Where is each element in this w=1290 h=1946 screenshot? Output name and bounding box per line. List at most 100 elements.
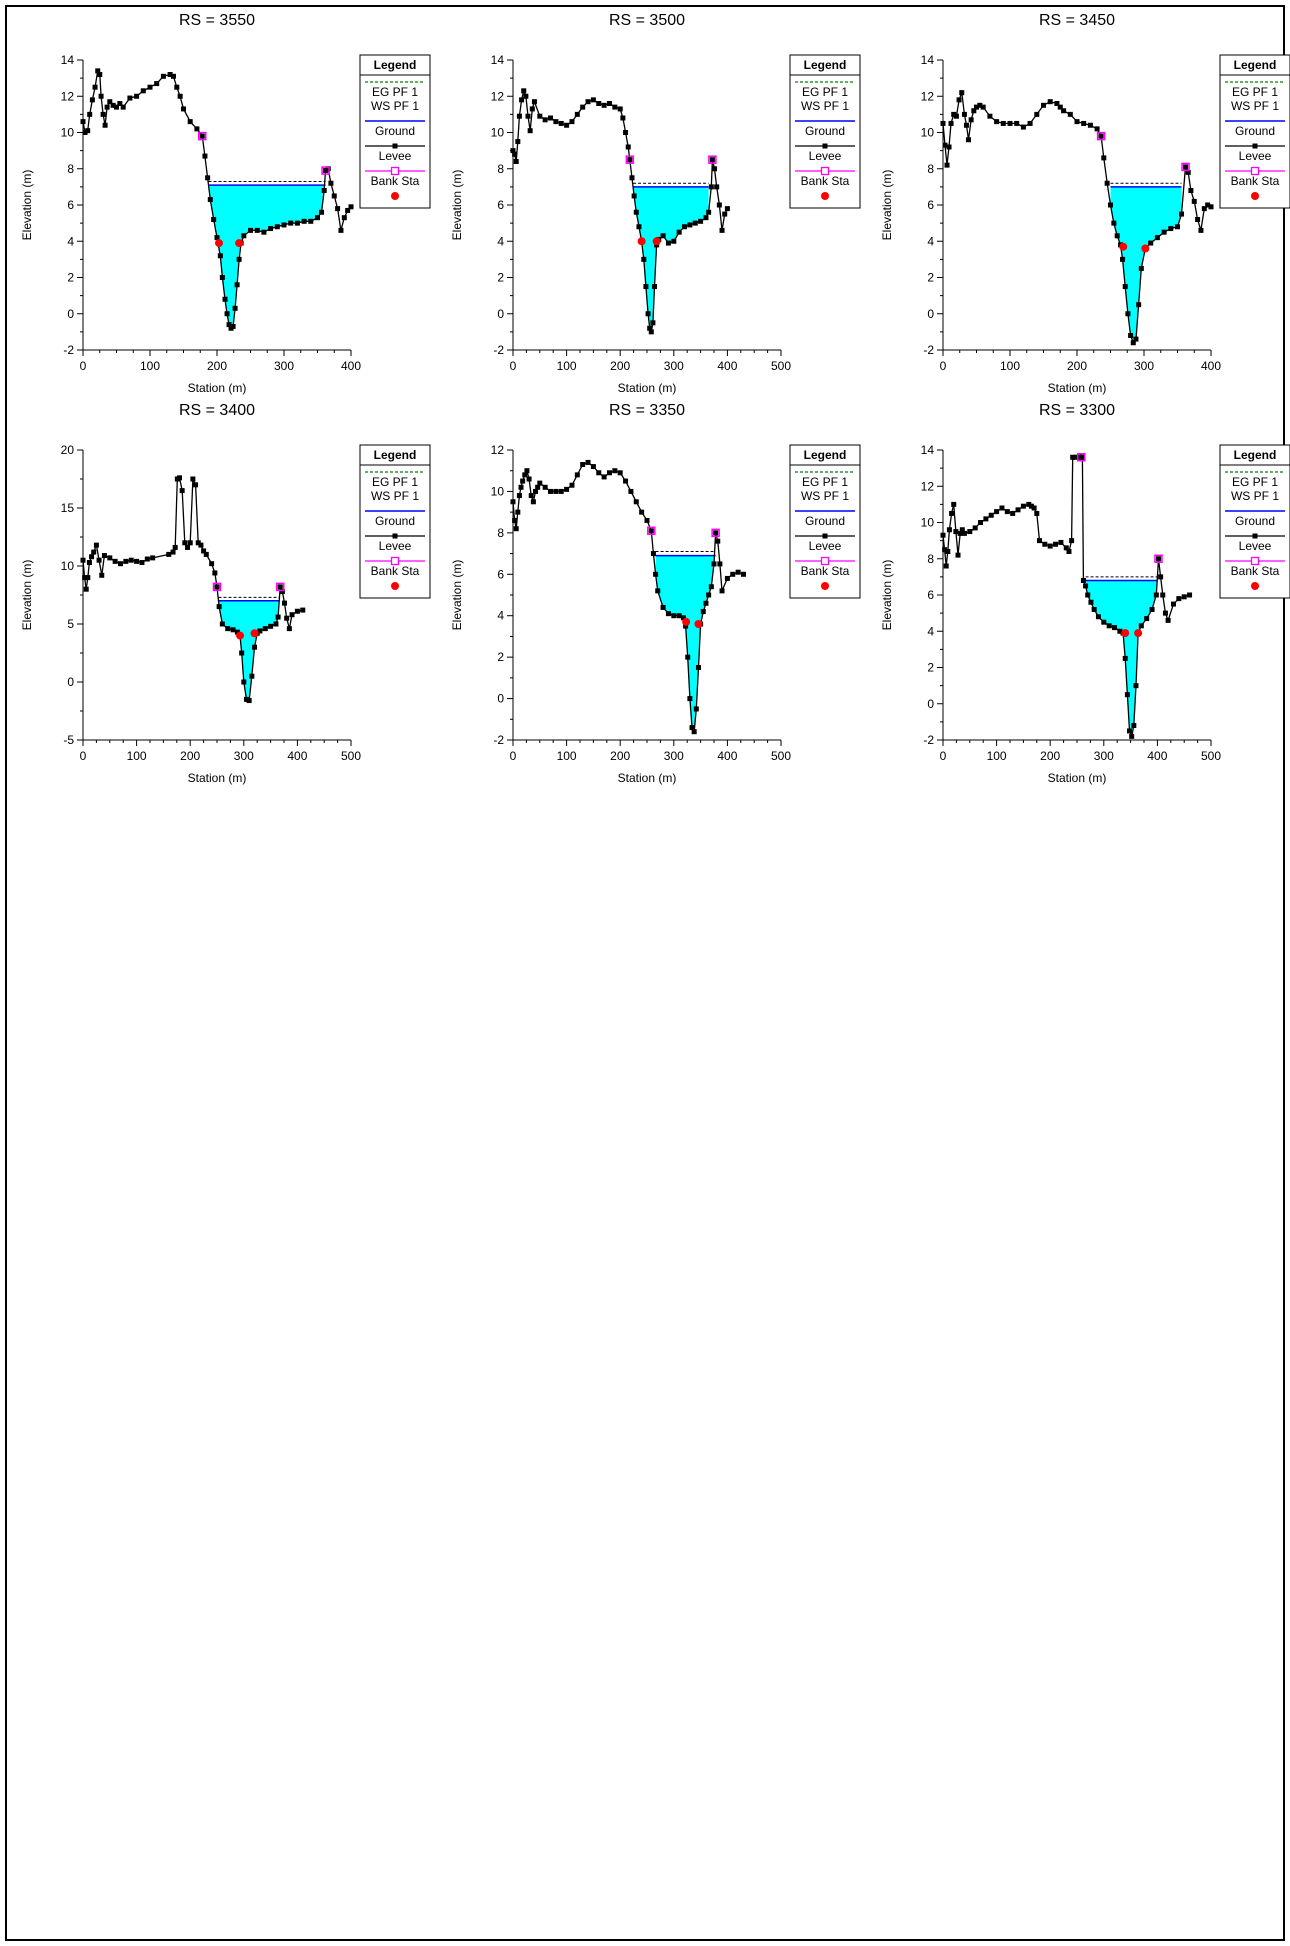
ground-point: [680, 615, 686, 621]
ground-point: [520, 478, 526, 484]
ground-point: [217, 253, 223, 259]
ground-point: [542, 117, 548, 123]
ground-point: [96, 557, 102, 563]
y-tick-label: 0: [927, 697, 934, 711]
y-tick-label: 12: [491, 89, 505, 103]
ground-point: [617, 470, 623, 476]
chart-svg: RS = 3300 -2 0 2 4 6 8 10 12 14 0 100 200 300 400 500 St…: [880, 402, 1290, 785]
y-axis-label: Elevation (m): [450, 170, 464, 241]
ground-point: [1128, 333, 1134, 338]
ground-point: [596, 470, 602, 476]
ground-point: [961, 530, 967, 536]
ground-point: [110, 102, 116, 108]
ground-point: [1136, 302, 1142, 308]
x-tick-label: 0: [940, 749, 947, 763]
legend-levee-marker: [1250, 166, 1260, 176]
ground-point: [1165, 617, 1171, 623]
ground-point: [671, 238, 677, 244]
ground-point: [98, 93, 104, 99]
ground-point: [246, 698, 252, 704]
y-tick-label: 2: [927, 271, 934, 285]
ground-point: [249, 673, 255, 679]
y-axis-label: Elevation (m): [20, 560, 34, 631]
ground-point: [1094, 126, 1100, 132]
ground-point: [942, 547, 948, 553]
ground-point: [711, 561, 717, 567]
ground-point: [301, 218, 307, 224]
ground-point: [1027, 120, 1033, 126]
ground-point: [977, 102, 983, 108]
ground-point: [288, 220, 294, 226]
ground-point: [202, 153, 208, 159]
ground-point: [190, 476, 196, 482]
ground-point: [222, 296, 228, 302]
ground-point: [179, 488, 185, 494]
y-tick-label: 6: [497, 567, 504, 581]
ground-point: [706, 592, 712, 598]
bank-sta-marker: [1134, 629, 1143, 638]
ground-point: [951, 501, 957, 507]
ground-point: [648, 329, 654, 335]
ground-point: [715, 538, 721, 544]
legend-bank-sta-marker: [391, 582, 399, 590]
bank-sta-marker: [1141, 244, 1150, 253]
legend-item-label: EG PF 1: [802, 475, 848, 489]
y-tick-label: 10: [491, 126, 505, 140]
ground-point: [1034, 111, 1040, 117]
legend-title: Legend: [1234, 58, 1277, 72]
ground-point: [1131, 723, 1137, 728]
ground-point: [1015, 507, 1021, 513]
ground-point: [261, 229, 267, 235]
ground-point: [978, 520, 984, 525]
y-tick-label: 10: [491, 484, 505, 498]
legend: Legend EG PF 1WS PF 1 Ground Levee Bank Sta: [789, 54, 861, 209]
ground-point: [564, 486, 570, 492]
ground-point: [513, 526, 519, 532]
ground-point: [243, 696, 249, 702]
ground-point: [523, 93, 529, 99]
chart-title: RS = 3400: [179, 402, 255, 419]
ground-point: [160, 73, 166, 79]
ground-point: [239, 650, 245, 656]
legend-item-label: Bank Sta: [371, 174, 420, 188]
ground-point: [268, 226, 274, 232]
y-tick-label: 5: [67, 617, 74, 631]
ground-point: [277, 584, 283, 590]
legend-ground-marker: [822, 533, 828, 539]
ground-point: [703, 600, 709, 606]
ground-point: [170, 549, 176, 555]
ground-point: [652, 284, 658, 290]
ground-point: [1175, 224, 1180, 230]
y-tick-label: 0: [67, 675, 74, 689]
ground-point: [214, 584, 220, 590]
ground-point: [951, 111, 957, 117]
ground-point: [1057, 104, 1063, 110]
y-tick-label: 6: [497, 198, 504, 212]
ground-point: [199, 133, 205, 139]
bank-sta-marker: [637, 237, 646, 246]
ground-point: [944, 162, 950, 168]
x-axis-label: Station (m): [618, 381, 677, 395]
ground-point: [1133, 336, 1139, 342]
legend-item-label: Bank Sta: [801, 174, 850, 188]
chart-panel: RS = 3350 -2 0 2 4 6 8 10 12 0 100 200 300 400 500 Stat…: [438, 395, 868, 785]
y-tick-label: 14: [921, 53, 935, 67]
ground-point: [1069, 538, 1075, 544]
ground-point: [1058, 539, 1064, 545]
ground-point: [574, 111, 580, 117]
x-tick-label: 300: [664, 359, 684, 373]
x-tick-label: 300: [1134, 359, 1154, 373]
ground-point: [1047, 99, 1053, 105]
ground-point: [82, 575, 88, 581]
legend-title: Legend: [1234, 448, 1277, 462]
ground-point: [86, 560, 92, 566]
ground-point: [526, 476, 532, 482]
ground-point: [1053, 541, 1059, 547]
x-axis-label: Station (m): [1048, 771, 1107, 785]
levee-marker: [708, 155, 717, 164]
ground-point: [176, 475, 182, 481]
y-tick-label: 12: [921, 89, 935, 103]
ground-point: [515, 139, 521, 145]
legend-bank-sta-marker: [1251, 192, 1259, 200]
